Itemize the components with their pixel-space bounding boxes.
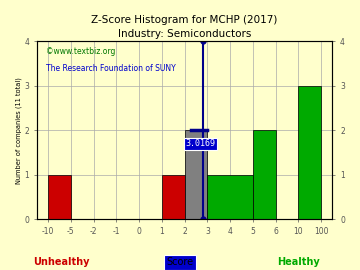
- Text: Score: Score: [166, 257, 194, 267]
- Title: Z-Score Histogram for MCHP (2017)
Industry: Semiconductors: Z-Score Histogram for MCHP (2017) Indust…: [91, 15, 278, 39]
- Bar: [185, 130, 207, 220]
- Bar: [253, 130, 276, 220]
- Text: 3.0169: 3.0169: [185, 139, 216, 148]
- Text: Healthy: Healthy: [278, 257, 320, 267]
- Bar: [207, 175, 253, 220]
- Text: The Research Foundation of SUNY: The Research Foundation of SUNY: [46, 64, 175, 73]
- Text: Unhealthy: Unhealthy: [33, 257, 89, 267]
- Text: ©www.textbiz.org: ©www.textbiz.org: [46, 46, 115, 56]
- Bar: [48, 175, 71, 220]
- Bar: [162, 175, 185, 220]
- Y-axis label: Number of companies (11 total): Number of companies (11 total): [15, 77, 22, 184]
- Bar: [298, 86, 321, 220]
